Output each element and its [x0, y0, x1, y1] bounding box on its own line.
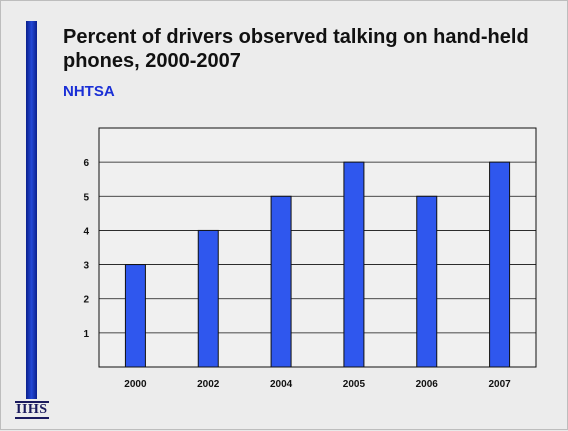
plot-area [98, 127, 537, 368]
x-tick-label: 2005 [343, 379, 366, 390]
y-tick-label: 4 [83, 226, 89, 237]
y-tick-label: 2 [83, 295, 89, 306]
bar [197, 229, 219, 368]
bar [124, 264, 146, 368]
chart-subtitle: NHTSA [63, 83, 115, 100]
iihs-logo: IIHS [15, 401, 49, 419]
y-tick-label: 3 [83, 261, 89, 272]
y-tick-label: 1 [83, 329, 89, 340]
x-tick-label: 2000 [124, 379, 147, 390]
x-tick-label: 2004 [270, 379, 293, 390]
bar [270, 195, 292, 368]
x-tick-label: 2007 [488, 379, 511, 390]
bar [489, 161, 511, 368]
y-tick-label: 5 [83, 192, 89, 203]
x-tick-label: 2006 [416, 379, 439, 390]
bar [343, 161, 365, 368]
bar [416, 195, 438, 368]
side-accent-bar [26, 21, 37, 399]
chart-title: Percent of drivers observed talking on h… [63, 26, 529, 72]
x-tick-label: 2002 [197, 379, 220, 390]
y-tick-label: 6 [83, 158, 89, 169]
